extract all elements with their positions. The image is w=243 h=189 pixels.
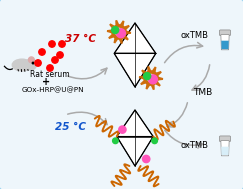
Circle shape (143, 155, 150, 163)
Circle shape (28, 57, 34, 63)
FancyBboxPatch shape (219, 136, 231, 142)
Circle shape (52, 57, 58, 63)
Text: oxTMB: oxTMB (180, 31, 208, 40)
Polygon shape (107, 20, 131, 44)
Circle shape (148, 75, 157, 84)
Circle shape (49, 41, 55, 47)
Polygon shape (221, 141, 229, 156)
Polygon shape (114, 23, 156, 53)
Circle shape (148, 74, 155, 82)
Polygon shape (139, 66, 163, 90)
Circle shape (47, 65, 53, 71)
Circle shape (57, 52, 63, 58)
Text: TMB: TMB (193, 88, 212, 97)
Polygon shape (221, 41, 229, 49)
Circle shape (152, 138, 157, 144)
Text: 25 °C: 25 °C (55, 122, 86, 132)
Circle shape (59, 41, 65, 47)
Circle shape (113, 138, 118, 144)
Circle shape (32, 62, 34, 64)
Circle shape (112, 26, 119, 34)
Ellipse shape (12, 59, 32, 71)
Circle shape (115, 28, 122, 36)
Text: +: + (42, 77, 50, 87)
Polygon shape (221, 147, 229, 155)
Circle shape (144, 73, 151, 80)
Circle shape (26, 59, 36, 70)
Circle shape (35, 60, 41, 66)
Polygon shape (117, 110, 153, 137)
Circle shape (116, 29, 125, 38)
Circle shape (119, 126, 126, 133)
Text: GOx-HRP@U@PN: GOx-HRP@U@PN (22, 87, 85, 93)
Polygon shape (221, 35, 229, 50)
Text: oxTMB: oxTMB (180, 141, 208, 150)
Polygon shape (117, 137, 153, 166)
Polygon shape (114, 53, 156, 87)
Text: 37 °C: 37 °C (65, 34, 96, 44)
FancyBboxPatch shape (219, 30, 231, 36)
Circle shape (39, 49, 45, 55)
Text: Rat serum: Rat serum (30, 70, 70, 79)
